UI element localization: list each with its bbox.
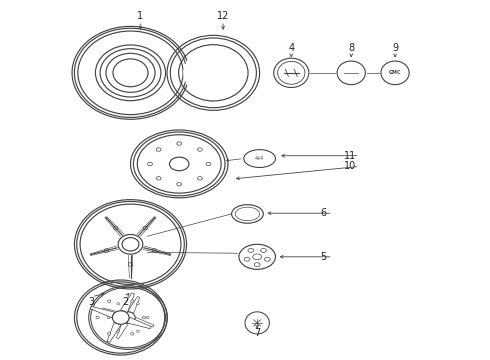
Ellipse shape [197, 177, 202, 180]
Ellipse shape [137, 303, 139, 305]
Ellipse shape [152, 249, 157, 252]
Ellipse shape [206, 162, 211, 166]
Ellipse shape [177, 183, 182, 186]
Ellipse shape [147, 162, 152, 166]
Polygon shape [102, 308, 122, 318]
Ellipse shape [337, 61, 366, 85]
Text: 3: 3 [89, 297, 95, 307]
Ellipse shape [114, 226, 118, 230]
Ellipse shape [128, 262, 133, 266]
Text: 11: 11 [343, 151, 356, 161]
Ellipse shape [381, 61, 409, 85]
Ellipse shape [232, 204, 263, 223]
Text: 9: 9 [392, 43, 398, 53]
Ellipse shape [156, 177, 161, 180]
Text: 4: 4 [288, 43, 294, 53]
Text: 7: 7 [254, 328, 260, 338]
Ellipse shape [131, 300, 134, 303]
Polygon shape [121, 293, 135, 312]
Ellipse shape [142, 316, 146, 319]
Ellipse shape [108, 300, 111, 303]
Ellipse shape [274, 58, 309, 87]
Ellipse shape [121, 312, 135, 323]
Ellipse shape [156, 148, 161, 151]
Ellipse shape [245, 312, 270, 334]
Ellipse shape [117, 330, 120, 332]
Text: GMC: GMC [389, 70, 401, 75]
Ellipse shape [239, 244, 275, 269]
Text: 4x4: 4x4 [255, 156, 264, 161]
Ellipse shape [108, 332, 111, 335]
Ellipse shape [107, 316, 110, 319]
Ellipse shape [147, 316, 149, 319]
Ellipse shape [96, 316, 99, 319]
Text: 2: 2 [122, 297, 129, 307]
Text: 5: 5 [320, 252, 326, 262]
Polygon shape [107, 323, 121, 342]
Ellipse shape [104, 249, 109, 252]
Text: 8: 8 [348, 43, 354, 53]
Ellipse shape [170, 157, 189, 171]
Ellipse shape [143, 226, 147, 230]
Ellipse shape [177, 142, 182, 145]
Ellipse shape [244, 150, 275, 167]
Polygon shape [116, 322, 128, 338]
Ellipse shape [117, 303, 120, 305]
Polygon shape [128, 297, 140, 313]
Ellipse shape [137, 330, 139, 332]
Text: 12: 12 [217, 11, 229, 21]
Text: 10: 10 [343, 161, 356, 171]
Text: 6: 6 [320, 208, 326, 218]
Ellipse shape [131, 332, 134, 335]
Polygon shape [90, 306, 115, 318]
Polygon shape [133, 318, 154, 327]
Ellipse shape [197, 148, 202, 151]
Ellipse shape [183, 49, 244, 97]
Text: 1: 1 [137, 11, 143, 21]
Ellipse shape [112, 311, 129, 324]
Polygon shape [127, 318, 151, 329]
